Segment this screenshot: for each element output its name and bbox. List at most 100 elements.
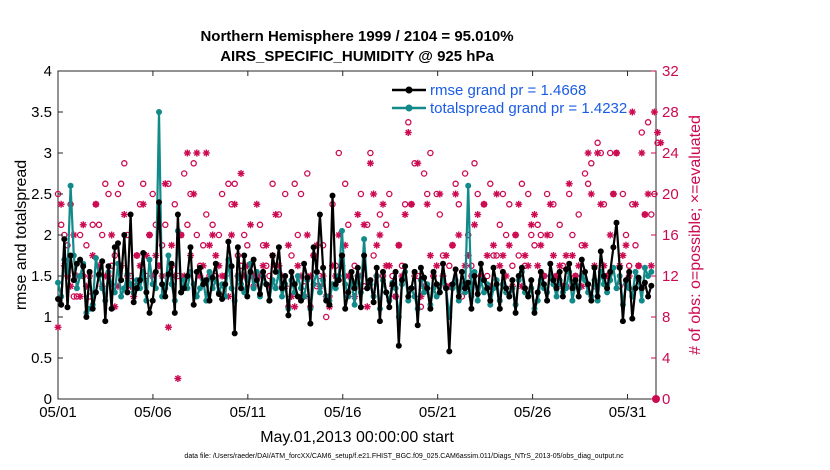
obs-possible-point bbox=[581, 170, 589, 177]
obs-evaluated-point bbox=[407, 200, 415, 208]
obs-possible-point bbox=[357, 190, 365, 198]
obs-evaluated-point bbox=[505, 241, 513, 249]
totalspread-point bbox=[294, 273, 301, 279]
obs-possible-point bbox=[102, 180, 109, 188]
y-tick-label: 2 bbox=[44, 227, 52, 244]
obs-evaluated-point bbox=[549, 252, 557, 259]
obs-evaluated-point bbox=[426, 252, 434, 259]
obs-possible-point bbox=[496, 221, 504, 229]
obs-evaluated-point bbox=[613, 149, 621, 157]
obs-possible-point bbox=[474, 190, 481, 198]
rmse-point bbox=[178, 289, 185, 296]
rmse-point bbox=[493, 281, 500, 288]
obs-evaluated-point bbox=[231, 200, 239, 208]
y2-tick-label: 28 bbox=[662, 104, 679, 121]
y-tick-label: 0 bbox=[44, 391, 52, 408]
rmse-point bbox=[105, 263, 112, 270]
legend-spread-label: totalspread grand pr = 1.4232 bbox=[430, 100, 627, 117]
rmse-point bbox=[298, 297, 304, 304]
rmse-point bbox=[588, 297, 595, 304]
y2-tick-label: 12 bbox=[662, 268, 679, 285]
obs-possible-point bbox=[184, 221, 191, 229]
obs-evaluated-point bbox=[284, 241, 292, 249]
obs-possible-point bbox=[180, 170, 188, 177]
rmse-point bbox=[118, 277, 125, 284]
rmse-point bbox=[55, 296, 61, 302]
totalspread-point bbox=[197, 285, 203, 292]
obs-evaluated-point bbox=[395, 241, 403, 249]
obs-evaluated-point bbox=[423, 200, 431, 208]
obs-evaluated-point bbox=[433, 262, 441, 270]
obs-possible-point bbox=[269, 180, 276, 188]
rmse-point bbox=[496, 305, 503, 312]
rmse-point bbox=[547, 260, 554, 267]
rmse-point bbox=[518, 264, 525, 271]
rmse-point bbox=[115, 240, 121, 247]
totalspread-point bbox=[55, 279, 61, 286]
obs-possible-point bbox=[648, 211, 655, 218]
rmse-point bbox=[108, 305, 115, 312]
rmse-point bbox=[531, 309, 538, 316]
right-axis-zero-marker bbox=[652, 395, 660, 403]
obs-evaluated-point bbox=[635, 262, 643, 270]
totalspread-point bbox=[465, 182, 472, 189]
rmse-point bbox=[335, 277, 342, 284]
totalspread-point bbox=[604, 289, 611, 296]
totalspread-point bbox=[361, 236, 368, 243]
obs-evaluated-point bbox=[139, 200, 147, 208]
rmse-point bbox=[559, 293, 566, 300]
obs-possible-point bbox=[524, 190, 532, 198]
obs-possible-point bbox=[509, 262, 516, 270]
rmse-point bbox=[332, 281, 339, 288]
rmse-point bbox=[402, 263, 409, 270]
rmse-point bbox=[162, 293, 169, 300]
x-tick-label: 05/01 bbox=[39, 404, 77, 421]
obs-evaluated-point bbox=[190, 190, 198, 198]
rmse-point bbox=[174, 211, 181, 218]
obs-possible-point bbox=[244, 242, 251, 249]
obs-possible-point bbox=[619, 190, 627, 198]
rmse-point bbox=[206, 297, 213, 304]
obs-evaluated-point bbox=[164, 323, 172, 331]
data-file-footnote: data file: /Users/raeder/DAI/ATM_forcXX/… bbox=[184, 453, 624, 460]
totalspread-point bbox=[118, 293, 125, 300]
obs-evaluated-point bbox=[515, 200, 523, 208]
obs-evaluated-point bbox=[262, 241, 270, 249]
rmse-point bbox=[197, 264, 203, 271]
rmse-point bbox=[133, 285, 140, 292]
obs-evaluated-point bbox=[594, 149, 602, 157]
obs-evaluated-point bbox=[79, 221, 87, 229]
totalspread-point bbox=[250, 285, 257, 292]
obs-possible-point bbox=[502, 231, 510, 239]
obs-evaluated-point bbox=[581, 241, 589, 249]
rmse-point bbox=[506, 293, 513, 300]
rmse-point bbox=[200, 281, 207, 288]
rmse-point bbox=[70, 277, 77, 284]
obs-possible-point bbox=[297, 190, 305, 198]
obs-evaluated-point bbox=[168, 241, 176, 249]
totalspread-point bbox=[405, 297, 412, 304]
totalspread-point bbox=[455, 297, 462, 304]
rmse-point bbox=[405, 293, 412, 300]
rmse-point bbox=[111, 244, 118, 251]
obs-evaluated-point bbox=[644, 190, 652, 198]
rmse-point bbox=[253, 277, 260, 284]
obs-possible-point bbox=[483, 272, 491, 280]
totalspread-point bbox=[481, 289, 487, 296]
obs-possible-point bbox=[632, 242, 639, 249]
rmse-point bbox=[146, 309, 153, 316]
obs-possible-point bbox=[322, 313, 330, 321]
y-tick-label: 3.5 bbox=[31, 104, 52, 121]
rmse-point bbox=[641, 279, 648, 286]
y2-axis-label: # of obs: o=possible; ×=evaluated bbox=[687, 115, 704, 355]
obs-possible-point bbox=[452, 180, 459, 188]
obs-evaluated-point bbox=[92, 200, 100, 208]
rmse-point bbox=[354, 264, 361, 271]
totalspread-point bbox=[165, 252, 172, 259]
totalspread-point bbox=[641, 264, 648, 271]
chart-subtitle: AIRS_SPECIFIC_HUMIDITY @ 925 hPa bbox=[220, 48, 494, 65]
rmse-point bbox=[348, 268, 355, 275]
obs-possible-point bbox=[231, 180, 238, 188]
rmse-point bbox=[430, 268, 437, 275]
obs-possible-point bbox=[76, 231, 84, 239]
